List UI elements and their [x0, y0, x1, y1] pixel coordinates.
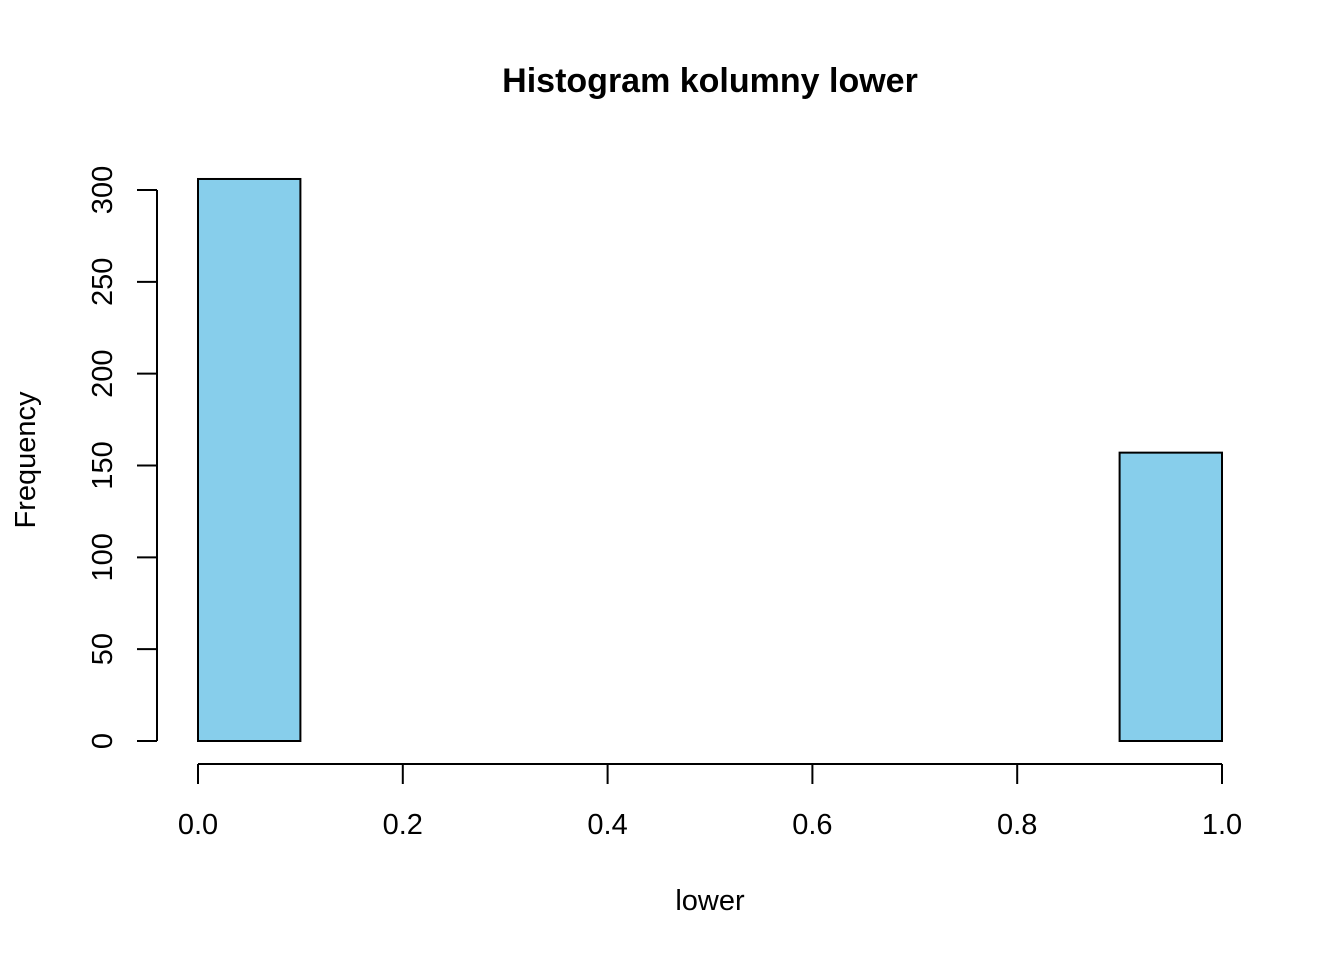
- y-axis: 0 50 100 150 200 250 300: [87, 166, 158, 749]
- bars: [197, 177, 1223, 743]
- x-axis-label: lower: [675, 885, 745, 917]
- y-tick-label-3: 150: [87, 441, 119, 489]
- histogram-bar-0: [197, 177, 302, 743]
- y-axis-label: Frequency: [10, 391, 42, 529]
- y-tick-label-5: 250: [87, 258, 119, 306]
- chart-title: Histogram kolumny lower: [502, 62, 918, 100]
- y-tick-label-1: 50: [87, 633, 119, 665]
- x-axis: 0.0 0.2 0.4 0.6 0.8 1.0: [178, 763, 1242, 841]
- x-tick-label-4: 0.8: [997, 809, 1037, 841]
- y-tick-label-2: 100: [87, 533, 119, 581]
- x-tick-label-3: 0.6: [792, 809, 832, 841]
- y-tick-label-0: 0: [87, 733, 119, 749]
- x-tick-label-0: 0.0: [178, 809, 218, 841]
- x-tick-label-2: 0.4: [587, 809, 627, 841]
- y-tick-label-6: 300: [87, 166, 119, 214]
- x-tick-label-5: 1.0: [1202, 809, 1242, 841]
- y-tick-label-4: 200: [87, 349, 119, 397]
- x-tick-label-1: 0.2: [383, 809, 423, 841]
- histogram-bar-9: [1118, 451, 1223, 742]
